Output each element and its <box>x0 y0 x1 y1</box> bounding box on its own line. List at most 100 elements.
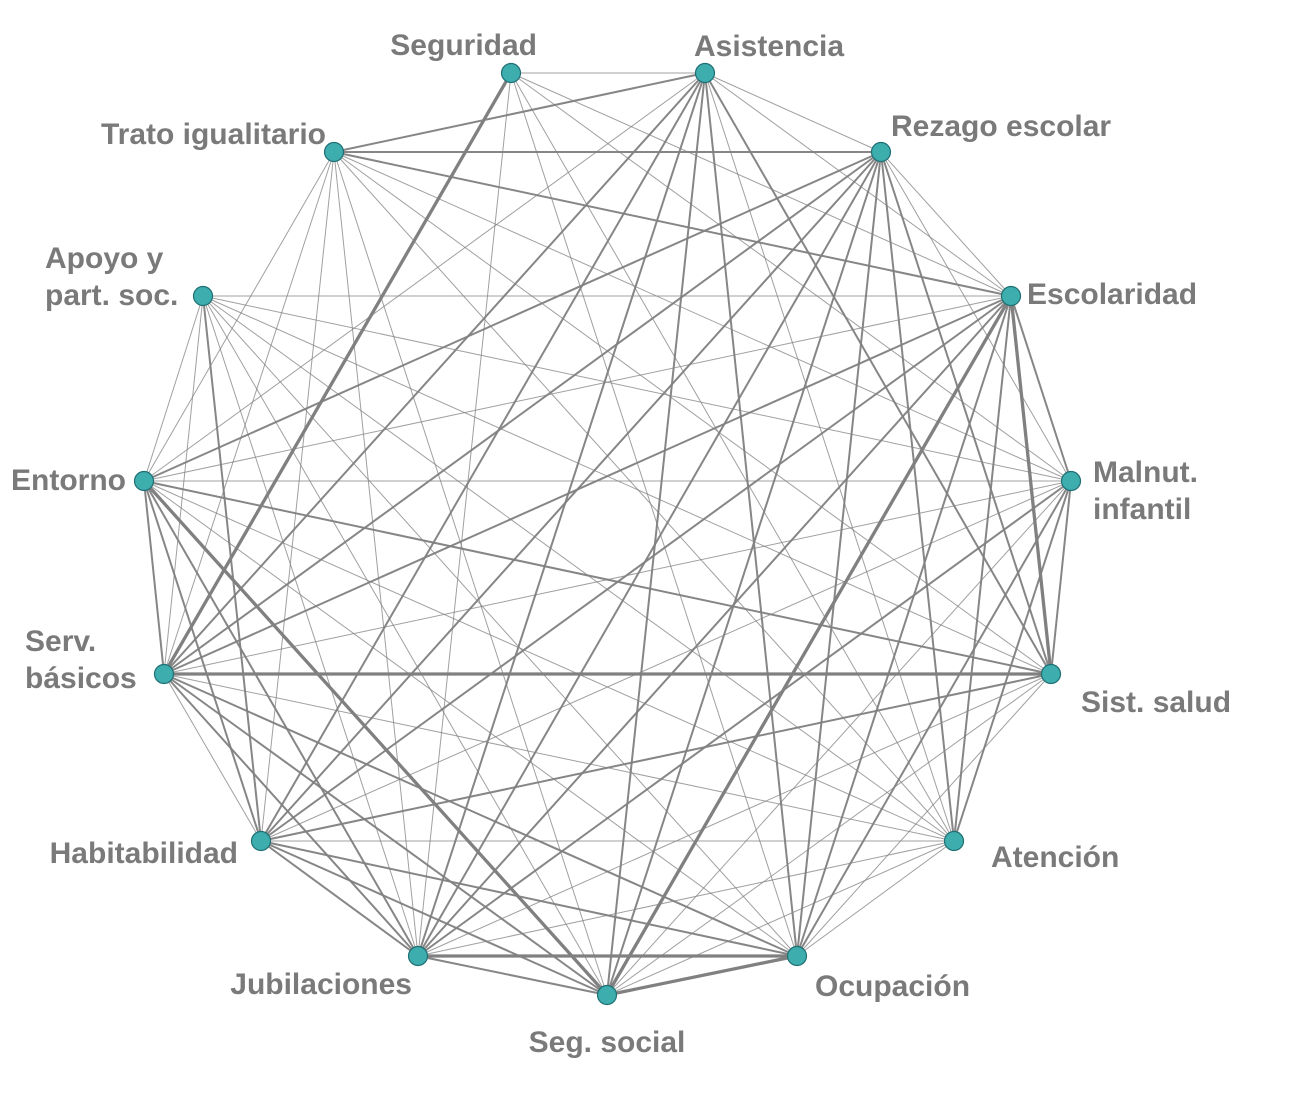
edge-seguridad-jubilaciones <box>417 72 512 957</box>
edge-rezago-entorno <box>143 151 882 482</box>
node-apoyo <box>192 285 214 307</box>
node-label-escolaridad: Escolaridad <box>1027 278 1197 311</box>
edge-seguridad-atencion <box>510 72 955 842</box>
node-label-segsocial: Seg. social <box>529 1026 686 1059</box>
node-label-line: Habitabilidad <box>50 837 238 870</box>
edge-ocupacion-habitabilidad <box>260 840 798 957</box>
edge-habitabilidad-apoyo <box>202 295 262 842</box>
node-label-apoyo: Apoyo y part. soc. <box>45 242 178 312</box>
edge-trato-servicios <box>163 151 335 675</box>
edge-escolaridad-salud <box>1009 294 1053 676</box>
edge-rezago-escolaridad <box>880 151 1012 297</box>
edge-servicios-entorno <box>143 480 165 675</box>
node-trato <box>323 141 345 163</box>
edge-entorno-trato <box>143 151 335 482</box>
edge-jubilaciones-entorno <box>143 480 419 957</box>
edge-escolaridad-entorno <box>143 295 1012 482</box>
edge-jubilaciones-habitabilidad <box>260 840 419 957</box>
node-rezago <box>870 141 892 163</box>
edge-seguridad-escolaridad <box>510 72 1012 297</box>
edge-atencion-ocupacion <box>796 840 955 957</box>
node-label-rezago: Rezago escolar <box>891 110 1111 143</box>
edge-habitabilidad-entorno <box>143 480 262 842</box>
edge-malnut-segsocial <box>606 480 1072 996</box>
node-seguridad <box>500 62 522 84</box>
edge-asistencia-servicios <box>163 72 706 675</box>
edge-servicios-apoyo <box>163 295 204 675</box>
node-label-trato: Trato igualitario <box>101 118 326 151</box>
edge-asistencia-habitabilidad <box>260 72 706 842</box>
node-label-line: Apoyo y <box>45 242 164 275</box>
node-label-atencion: Atención <box>991 841 1119 874</box>
node-label-servicios: Serv. básicos <box>25 625 137 695</box>
node-label-malnut: Malnut. infantil <box>1093 456 1198 526</box>
edge-atencion-entorno <box>143 480 955 842</box>
edge-ocupacion-apoyo <box>202 295 798 957</box>
edge-malnut-salud <box>1050 480 1072 675</box>
edge-salud-jubilaciones <box>417 673 1052 957</box>
node-label-line: Serv. <box>25 625 96 658</box>
edge-malnut-servicios <box>163 480 1072 675</box>
node-label-salud: Sist. salud <box>1081 686 1231 719</box>
edge-asistencia-trato <box>333 72 706 153</box>
node-salud <box>1040 663 1062 685</box>
edge-asistencia-salud <box>704 72 1052 675</box>
node-label-line: part. soc. <box>45 279 178 312</box>
node-label-line: Jubilaciones <box>230 968 412 1001</box>
node-label-asistencia: Asistencia <box>694 30 844 63</box>
edge-rezago-atencion <box>880 151 955 842</box>
node-habitabilidad <box>250 830 272 852</box>
node-ocupacion <box>786 945 808 967</box>
edge-malnut-ocupacion <box>796 480 1072 957</box>
node-entorno <box>133 470 155 492</box>
edge-rezago-malnut <box>880 151 1072 482</box>
edge-seguridad-servicios <box>162 71 513 676</box>
edge-escolaridad-jubilaciones <box>417 295 1012 957</box>
edge-atencion-segsocial <box>606 840 955 996</box>
edge-segsocial-servicios <box>163 673 608 996</box>
edge-salud-segsocial <box>606 673 1052 996</box>
edge-rezago-habitabilidad <box>260 151 882 842</box>
node-escolaridad <box>1000 285 1022 307</box>
node-label-line: Asistencia <box>694 30 844 63</box>
node-label-line: infantil <box>1093 493 1191 526</box>
edge-rezago-ocupacion <box>796 151 882 957</box>
node-label-jubilaciones: Jubilaciones <box>230 968 412 1001</box>
edge-trato-jubilaciones <box>333 151 419 957</box>
node-label-seguridad: Seguridad <box>390 29 537 62</box>
edge-atencion-servicios <box>163 673 955 842</box>
node-segsocial <box>596 984 618 1006</box>
node-jubilaciones <box>407 945 429 967</box>
edge-escolaridad-atencion <box>953 295 1012 842</box>
node-label-line: Rezago escolar <box>891 110 1111 143</box>
edge-jubilaciones-servicios <box>163 673 419 957</box>
node-label-line: Entorno <box>11 464 126 497</box>
node-malnut <box>1060 470 1082 492</box>
node-label-line: Seguridad <box>390 29 537 62</box>
edge-ocupacion-entorno <box>143 480 798 957</box>
edge-trato-escolaridad <box>333 151 1012 297</box>
node-layer <box>133 62 1082 1006</box>
edge-jubilaciones-apoyo <box>202 295 419 957</box>
edge-malnut-atencion <box>953 480 1072 842</box>
node-atencion <box>943 830 965 852</box>
node-servicios <box>153 663 175 685</box>
edge-ocupacion-segsocial <box>605 954 799 997</box>
edge-ocupacion-servicios <box>163 673 798 957</box>
node-label-line: Trato igualitario <box>101 118 326 151</box>
edge-segsocial-habitabilidad <box>260 840 608 996</box>
node-label-line: básicos <box>25 662 137 695</box>
node-label-ocupacion: Ocupación <box>815 970 970 1003</box>
edge-entorno-apoyo <box>143 295 204 482</box>
edge-malnut-jubilaciones <box>417 480 1072 957</box>
edge-malnut-apoyo <box>202 295 1072 482</box>
edge-atencion-jubilaciones <box>417 840 955 957</box>
node-label-line: Ocupación <box>815 970 970 1003</box>
node-label-line: Atención <box>991 841 1119 874</box>
edge-trato-atencion <box>333 151 955 842</box>
edge-trato-salud <box>333 151 1052 675</box>
edge-rezago-salud <box>880 151 1052 675</box>
node-label-line: Seg. social <box>529 1026 686 1059</box>
edge-asistencia-rezago <box>704 72 882 153</box>
